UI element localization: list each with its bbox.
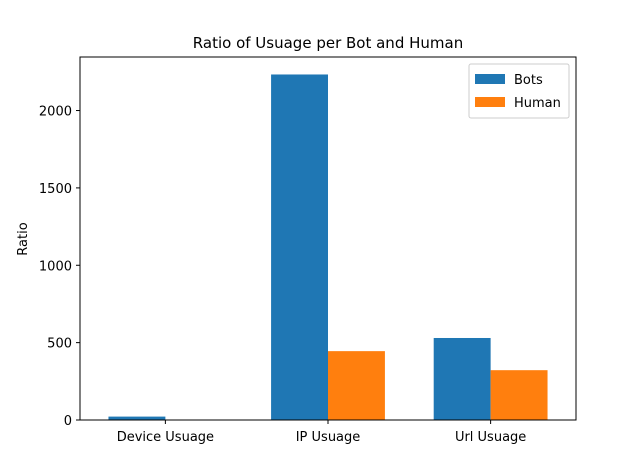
legend-swatch-human xyxy=(475,97,505,107)
y-tick-label-4: 2000 xyxy=(39,105,72,120)
bars-group xyxy=(108,74,548,420)
bar-bots-1 xyxy=(271,74,328,420)
bar-bots-2 xyxy=(433,337,491,420)
bar-human-1 xyxy=(328,351,385,420)
bar-bots-0 xyxy=(108,416,166,420)
y-tick-label-0: 0 xyxy=(64,414,72,429)
legend: Bots Human xyxy=(468,63,570,119)
legend-label-bots: Bots xyxy=(514,73,543,88)
x-tick-label-2: Url Usuage xyxy=(455,430,526,445)
legend-label-human: Human xyxy=(514,96,561,111)
y-tick-label-1: 500 xyxy=(47,337,72,352)
x-tick-label-0: Device Usuage xyxy=(117,430,214,445)
legend-swatch-bots xyxy=(475,74,505,84)
chart-title: Ratio of Usuage per Bot and Human xyxy=(193,34,463,52)
y-tick-label-3: 1500 xyxy=(39,182,72,197)
plot-frame xyxy=(79,56,577,421)
y-axis: 0 500 1000 1500 2000 xyxy=(39,105,80,429)
y-axis-label: Ratio xyxy=(16,222,31,255)
x-axis: Device Usuage IP Usuage Url Usuage xyxy=(117,420,526,445)
bar-human-2 xyxy=(490,370,548,420)
y-tick-label-2: 1000 xyxy=(39,259,72,274)
x-tick-label-1: IP Usuage xyxy=(296,430,361,445)
